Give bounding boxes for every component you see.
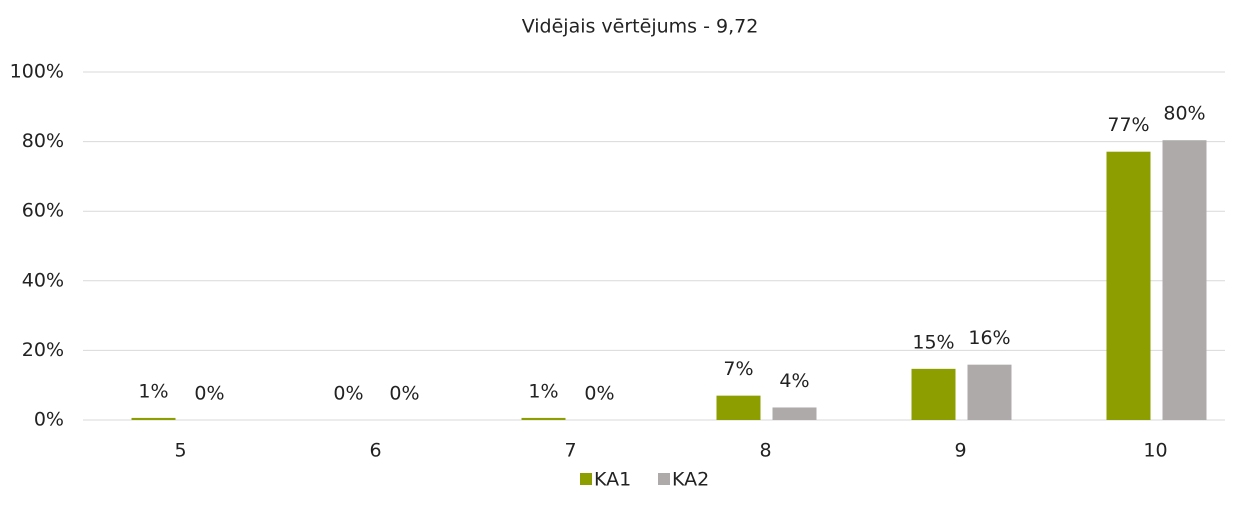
legend-swatch [580,473,592,485]
x-tick-label: 8 [759,440,771,462]
data-label: 77% [1107,114,1149,136]
data-label: 15% [912,331,954,353]
y-tick-label: 20% [22,339,64,361]
x-tick-label: 6 [369,440,381,462]
y-tick-label: 0% [34,409,64,431]
data-label: 1% [528,380,558,402]
data-label: 0% [389,383,419,405]
x-tick-label: 7 [564,440,576,462]
bar [772,407,817,420]
x-tick-label: 10 [1143,440,1167,462]
y-tick-label: 100% [10,61,64,83]
data-label: 80% [1163,103,1205,125]
bar [521,417,566,420]
x-tick-label: 9 [954,440,966,462]
bar [1162,140,1207,420]
bar [911,368,956,420]
x-tick-label: 5 [174,440,186,462]
data-label: 16% [968,327,1010,349]
legend-swatch [658,473,670,485]
y-tick-label: 40% [22,269,64,291]
y-tick-label: 80% [22,130,64,152]
data-label: 0% [584,383,614,405]
chart-title: Vidējais vērtējums - 9,72 [522,16,759,38]
data-label: 1% [138,380,168,402]
legend-label: KA2 [672,469,709,491]
bar [967,364,1012,420]
bar [716,395,761,420]
bar [131,417,176,420]
data-label: 0% [333,383,363,405]
data-label: 0% [194,383,224,405]
bar [1106,151,1151,420]
data-label: 7% [723,358,753,380]
y-tick-label: 60% [22,200,64,222]
data-label: 4% [779,370,809,392]
legend-label: KA1 [594,469,631,491]
